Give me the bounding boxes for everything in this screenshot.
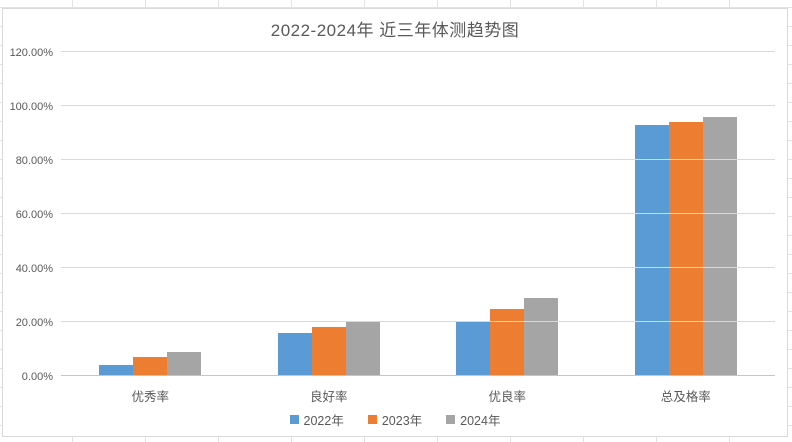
bar-2024年-优良率[interactable] — [524, 297, 559, 376]
chart-object[interactable]: 2022-2024年 近三年体测趋势图 0.00% 20.00% 40.00% 60.… — [2, 8, 788, 437]
gridline — [61, 267, 775, 268]
bar-group — [597, 52, 776, 376]
gridline — [61, 321, 775, 322]
bar-2023年-优秀率[interactable] — [133, 357, 168, 376]
x-category-label: 优良率 — [488, 390, 526, 404]
gridline — [61, 159, 775, 160]
y-tick-label: 40.00% — [15, 263, 53, 276]
bar-2024年-优秀率[interactable] — [167, 351, 202, 376]
bar-2023年-优良率[interactable] — [490, 308, 525, 376]
x-axis-line — [61, 375, 775, 376]
gridline — [61, 213, 775, 214]
legend-label: 2024年 — [460, 414, 501, 428]
bar-2023年-总及格率[interactable] — [668, 122, 703, 376]
legend-swatch-icon — [367, 415, 377, 424]
legend-item-2023年[interactable]: 2023年 — [367, 410, 423, 429]
chart-title[interactable]: 2022-2024年 近三年体测趋势图 — [270, 21, 520, 40]
bar-2024年-总及格率[interactable] — [702, 116, 737, 376]
chart-legend[interactable]: 2022年 2023年 2024年 — [3, 410, 787, 429]
legend-item-2022年[interactable]: 2022年 — [289, 410, 344, 429]
y-tick-label: 80.00% — [15, 155, 53, 168]
y-tick-label: 60.00% — [15, 209, 53, 221]
bar-2022年-良好率[interactable] — [277, 332, 312, 376]
bar-2022年-总及格率[interactable] — [634, 124, 669, 376]
gridline — [61, 51, 775, 52]
bar-group — [61, 52, 240, 376]
y-tick-label: 100.00% — [9, 101, 53, 113]
y-tick-label: 120.00% — [9, 47, 53, 59]
bar-2024年-良好率[interactable] — [345, 322, 380, 376]
legend-label: 2023年 — [381, 414, 423, 428]
bar-group — [418, 52, 597, 376]
x-category-label: 总及格率 — [660, 390, 711, 404]
y-axis: 0.00% 20.00% 40.00% 60.00% 80.00% 100.00% 120.… — [3, 47, 53, 383]
gridline — [61, 105, 775, 106]
bar-2023年-良好率[interactable] — [311, 327, 346, 376]
x-category-label: 优秀率 — [131, 390, 169, 404]
plot-area[interactable] — [61, 51, 775, 376]
bar-2022年-优良率[interactable] — [456, 322, 491, 376]
legend-swatch-icon — [289, 415, 299, 424]
bar-group — [240, 52, 419, 376]
legend-swatch-icon — [446, 415, 456, 424]
legend-label: 2022年 — [303, 414, 344, 428]
bar-groups — [61, 52, 775, 376]
x-axis: 优秀率 良好率 优良率 总及格率 — [61, 386, 775, 405]
x-category-label: 良好率 — [309, 390, 348, 404]
bar-2022年-优秀率[interactable] — [99, 365, 134, 376]
y-tick-label: 0.00% — [21, 371, 53, 383]
y-tick-label: 20.00% — [15, 317, 53, 330]
legend-item-2024年[interactable]: 2024年 — [446, 410, 500, 429]
